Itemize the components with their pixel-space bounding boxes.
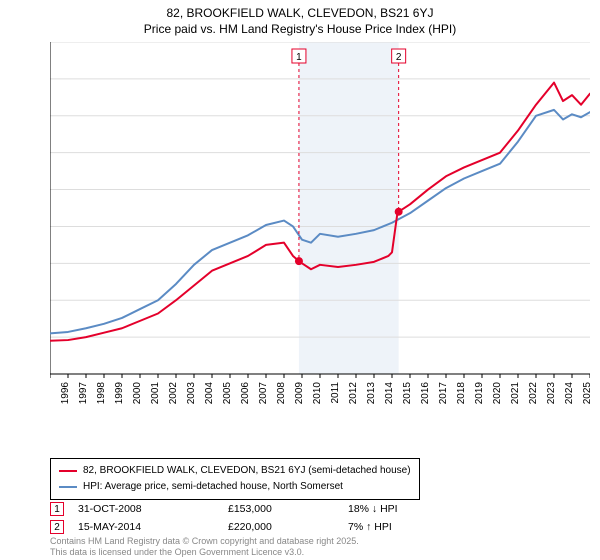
titles: 82, BROOKFIELD WALK, CLEVEDON, BS21 6YJ … (0, 0, 600, 36)
svg-text:2015: 2015 (402, 382, 413, 405)
title-line-2: Price paid vs. HM Land Registry's House … (0, 22, 600, 36)
svg-text:2020: 2020 (492, 382, 503, 405)
svg-text:2008: 2008 (276, 382, 287, 405)
sale-marker-date: 15-MAY-2014 (78, 521, 228, 533)
legend: 82, BROOKFIELD WALK, CLEVEDON, BS21 6YJ … (50, 458, 420, 500)
svg-text:2011: 2011 (330, 382, 341, 404)
chart-container: 82, BROOKFIELD WALK, CLEVEDON, BS21 6YJ … (0, 0, 600, 560)
sale-marker-diff: 18% ↓ HPI (348, 503, 468, 515)
chart-area: £0£50K£100K£150K£200K£250K£300K£350K£400… (50, 42, 590, 412)
svg-text:2007: 2007 (258, 382, 269, 405)
svg-text:2016: 2016 (420, 382, 431, 405)
svg-text:2: 2 (396, 52, 402, 63)
title-line-1: 82, BROOKFIELD WALK, CLEVEDON, BS21 6YJ (0, 6, 600, 20)
footer-line-1: Contains HM Land Registry data © Crown c… (50, 536, 359, 547)
svg-text:1998: 1998 (96, 382, 107, 405)
svg-text:2017: 2017 (438, 382, 449, 405)
svg-text:2010: 2010 (312, 382, 323, 405)
sale-marker-date: 31-OCT-2008 (78, 503, 228, 515)
sale-marker-price: £153,000 (228, 503, 348, 515)
legend-row: 82, BROOKFIELD WALK, CLEVEDON, BS21 6YJ … (59, 463, 411, 479)
footer: Contains HM Land Registry data © Crown c… (50, 536, 359, 559)
sale-marker-row: 2 15-MAY-2014£220,0007% ↑ HPI (50, 518, 468, 536)
svg-text:2023: 2023 (546, 382, 557, 405)
svg-text:2018: 2018 (456, 382, 467, 405)
svg-text:2001: 2001 (150, 382, 161, 405)
svg-text:2025: 2025 (582, 382, 590, 405)
svg-text:2005: 2005 (222, 382, 233, 405)
svg-text:2009: 2009 (294, 382, 305, 405)
sale-marker-num: 1 (50, 502, 64, 516)
sale-markers-table: 1 31-OCT-2008£153,00018% ↓ HPI 2 15-MAY-201… (50, 500, 468, 536)
legend-label: 82, BROOKFIELD WALK, CLEVEDON, BS21 6YJ … (83, 463, 411, 479)
svg-text:2004: 2004 (204, 382, 215, 405)
sale-marker-diff: 7% ↑ HPI (348, 521, 468, 533)
footer-line-2: This data is licensed under the Open Gov… (50, 547, 359, 558)
legend-label: HPI: Average price, semi-detached house,… (83, 479, 343, 495)
sale-marker-price: £220,000 (228, 521, 348, 533)
svg-text:2021: 2021 (510, 382, 521, 405)
svg-text:1996: 1996 (60, 382, 71, 405)
svg-text:2014: 2014 (384, 382, 395, 405)
svg-text:1999: 1999 (114, 382, 125, 405)
legend-row: HPI: Average price, semi-detached house,… (59, 479, 411, 495)
svg-text:2019: 2019 (474, 382, 485, 405)
svg-text:1995: 1995 (50, 382, 53, 405)
sale-marker-row: 1 31-OCT-2008£153,00018% ↓ HPI (50, 500, 468, 518)
svg-text:2022: 2022 (528, 382, 539, 405)
svg-text:2000: 2000 (132, 382, 143, 405)
svg-text:2002: 2002 (168, 382, 179, 405)
legend-swatch (59, 470, 77, 472)
sale-marker-num: 2 (50, 520, 64, 534)
svg-text:1997: 1997 (78, 382, 89, 405)
svg-text:2024: 2024 (564, 382, 575, 405)
legend-swatch (59, 486, 77, 488)
svg-text:1: 1 (296, 52, 302, 63)
svg-text:2003: 2003 (186, 382, 197, 405)
svg-text:2013: 2013 (366, 382, 377, 405)
svg-text:2012: 2012 (348, 382, 359, 405)
chart-svg: £0£50K£100K£150K£200K£250K£300K£350K£400… (50, 42, 590, 412)
svg-text:2006: 2006 (240, 382, 251, 405)
